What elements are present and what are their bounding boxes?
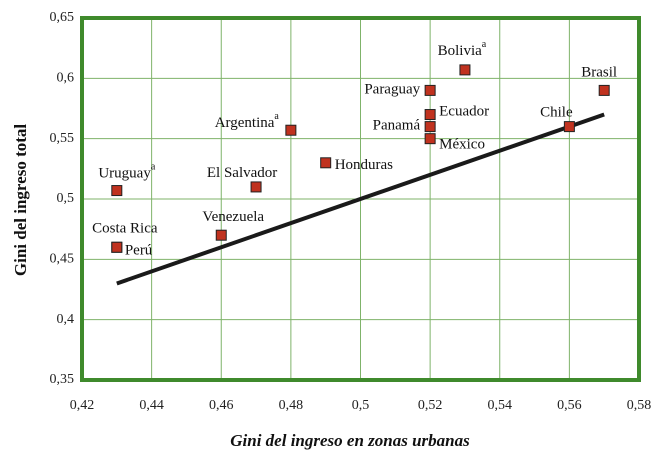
marker (250, 181, 262, 193)
point-label-text: Panamá (373, 118, 421, 134)
point-label: Costa Rica (92, 221, 158, 237)
x-tick-label: 0,54 (488, 398, 513, 413)
point-label: Honduras (335, 157, 393, 173)
point-label-text: Perú (125, 243, 153, 259)
y-tick-label: 0,5 (57, 191, 75, 206)
x-tick-label: 0,46 (209, 398, 234, 413)
y-tick-label: 0,35 (50, 372, 75, 387)
point-label-text: Venezuela (202, 210, 264, 226)
x-axis-title: Gini del ingreso en zonas urbanas (230, 431, 470, 450)
marker (424, 133, 436, 145)
marker (459, 64, 471, 76)
marker (215, 229, 227, 241)
marker (320, 157, 332, 169)
point-label: Panamá (373, 118, 421, 134)
marker (111, 185, 123, 197)
x-tick-label: 0,42 (70, 398, 95, 413)
marker (424, 84, 436, 96)
point-label: Uruguaya (98, 162, 156, 182)
x-tick-label: 0,56 (557, 398, 582, 413)
point-label: Brasil (581, 65, 617, 81)
x-tick-label: 0,5 (352, 398, 370, 413)
point-label: El Salvador (207, 165, 277, 181)
trend-line (116, 112, 605, 286)
point-label: Paraguay (364, 82, 420, 98)
point-label-text: Bolivia (438, 43, 483, 59)
point-label: Venezuela (202, 210, 264, 226)
y-tick-label: 0,65 (50, 10, 75, 25)
marker (563, 121, 575, 133)
point-label-text: México (439, 137, 485, 153)
point-label-text: Honduras (335, 157, 393, 173)
point-label: Chile (540, 105, 573, 121)
point-label-text: El Salvador (207, 165, 277, 181)
point-label-text: Brasil (581, 65, 617, 81)
y-tick-label: 0,4 (57, 312, 75, 327)
marker (598, 84, 610, 96)
point-label-text: Argentina (215, 116, 275, 132)
point-label: México (439, 137, 485, 153)
marker (285, 124, 297, 136)
point-label-text: Ecuador (439, 104, 489, 120)
y-tick-label: 0,55 (50, 131, 75, 146)
point-label-note: a (274, 112, 279, 123)
point-label: Boliviaa (438, 39, 487, 59)
plot-frame (80, 16, 641, 382)
y-tick-label: 0,6 (57, 71, 75, 86)
y-tick-label: 0,45 (50, 252, 75, 267)
point-label: Ecuador (439, 104, 489, 120)
point-label-note: a (151, 162, 156, 173)
x-tick-label: 0,44 (139, 398, 164, 413)
marker (424, 109, 436, 121)
x-tick-label: 0,58 (627, 398, 652, 413)
point-label-text: Chile (540, 105, 573, 121)
y-axis-title: Gini del ingreso total (11, 124, 30, 276)
x-tick-label: 0,48 (279, 398, 304, 413)
point-label-text: Costa Rica (92, 221, 158, 237)
point-label-text: Uruguay (98, 166, 151, 182)
point-label-text: Paraguay (364, 82, 420, 98)
marker (111, 241, 123, 253)
point-label-note: a (482, 39, 487, 50)
point-label: Perú (125, 243, 153, 259)
marker (424, 121, 436, 133)
point-label: Argentinaa (215, 112, 280, 132)
x-tick-label: 0,52 (418, 398, 443, 413)
